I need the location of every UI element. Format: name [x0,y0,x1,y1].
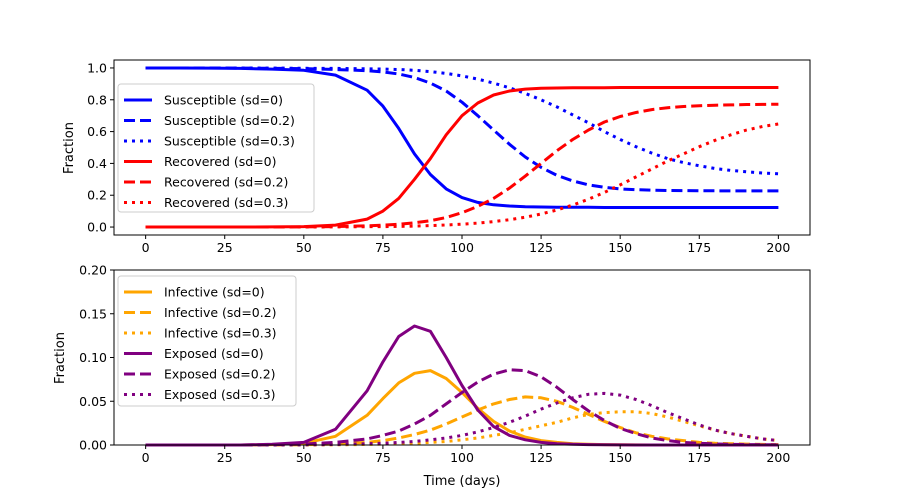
legend-label-susceptible-sd-0: Susceptible (sd=0) [164,93,283,108]
bottom-panel: 0 25 50 75 100 125 150 175 200 0.000.050.100.150… [53,263,811,489]
bottom-x-tick-label: 0 [142,450,150,465]
legend-label-susceptible-sd-0-2: Susceptible (sd=0.2) [164,113,295,128]
bottom-x-tick-label: 150 [608,450,632,465]
top-y-tick-label: 0.0 [87,220,107,235]
legend-label-exposed-sd-0-2: Exposed (sd=0.2) [164,367,276,382]
top-x-tick-label: 125 [529,240,553,255]
bottom-y-tick-label: 0.05 [79,394,107,409]
bottom-x-tick-label: 75 [375,450,391,465]
legend-label-infective-sd-0: Infective (sd=0) [164,285,265,300]
top-y-tick-label: 1.0 [87,60,107,75]
bottom-x-tick-label: 175 [687,450,711,465]
legend-label-recovered-sd-0-3: Recovered (sd=0.3) [164,195,288,210]
top-legend: Susceptible (sd=0) Susceptible (sd=0.2) Su… [117,83,315,213]
top-legend-box [117,83,315,213]
bottom-y-ticks: 0.00 0.05 0.10 0.15 0.20 [79,263,114,453]
top-y-tick-label: 0.2 [87,188,107,203]
top-x-tick-label: 0 [142,240,150,255]
legend-label-recovered-sd-0: Recovered (sd=0) [164,154,277,169]
series-line-exposed-sd-0-2 [145,368,779,447]
series-line-recovered-sd-0 [145,86,779,229]
bottom-x-tick-label: 200 [766,450,790,465]
bottom-x-tick-label: 25 [217,450,233,465]
top-x-tick-label: 150 [608,240,632,255]
top-x-tick-label: 50 [296,240,312,255]
bottom-legend-items: Infective (sd=0) Infective (sd=0.2) Infect… [124,285,277,402]
legend-label-recovered-sd-0-2: Recovered (sd=0.2) [164,175,288,190]
bottom-legend-box [117,275,297,407]
bottom-y-tick-label: 0.20 [79,263,107,278]
top-x-ticks: 0 25 50 75 100 125 150 175 200 [142,235,790,255]
top-x-tick-label: 200 [766,240,790,255]
top-y-axis-label: Fraction [62,122,77,174]
top-x-tick-label: 75 [375,240,391,255]
top-y-ticks: 0.0 0.2 0.4 0.6 0.8 1.0 [87,60,114,235]
bottom-y-tick-label: 0.15 [79,306,107,321]
bottom-y-tick-label: 0.10 [79,350,107,365]
legend-label-susceptible-sd-0-3: Susceptible (sd=0.3) [164,134,295,149]
bottom-y-tick-label: 0.00 [79,438,107,453]
bottom-legend: Infective (sd=0) Infective (sd=0.2) Infect… [117,275,297,407]
bottom-x-tick-label: 50 [296,450,312,465]
bottom-x-axis-label: Time (days) [423,474,501,489]
top-y-tick-label: 0.6 [87,124,107,139]
top-x-tick-label: 100 [450,240,474,255]
top-x-tick-label: 175 [687,240,711,255]
top-series-lines [145,66,779,229]
legend-label-infective-sd-0-2: Infective (sd=0.2) [164,305,277,320]
bottom-x-ticks: 0 25 50 75 100 125 150 175 200 [142,445,790,465]
bottom-x-tick-label: 125 [529,450,553,465]
bottom-y-axis-label: Fraction [53,332,68,384]
legend-label-exposed-sd-0-3: Exposed (sd=0.3) [164,387,276,402]
top-legend-items: Susceptible (sd=0) Susceptible (sd=0.2) Su… [124,93,295,210]
top-x-tick-label: 25 [217,240,233,255]
bottom-x-tick-label: 100 [450,450,474,465]
series-line-recovered-sd-0-2 [145,102,779,229]
series-line-susceptible-sd-0-2 [145,66,779,193]
legend-label-infective-sd-0-3: Infective (sd=0.3) [164,326,277,341]
top-y-tick-label: 0.8 [87,92,107,107]
top-y-tick-label: 0.4 [87,156,107,171]
series-line-susceptible-sd-0 [145,66,779,209]
top-panel: 0 25 50 75 100 125 150 175 200 0.0 0.2 0.4 0.6 0.8 1.… [62,59,811,255]
legend-label-exposed-sd-0: Exposed (sd=0) [164,346,264,361]
